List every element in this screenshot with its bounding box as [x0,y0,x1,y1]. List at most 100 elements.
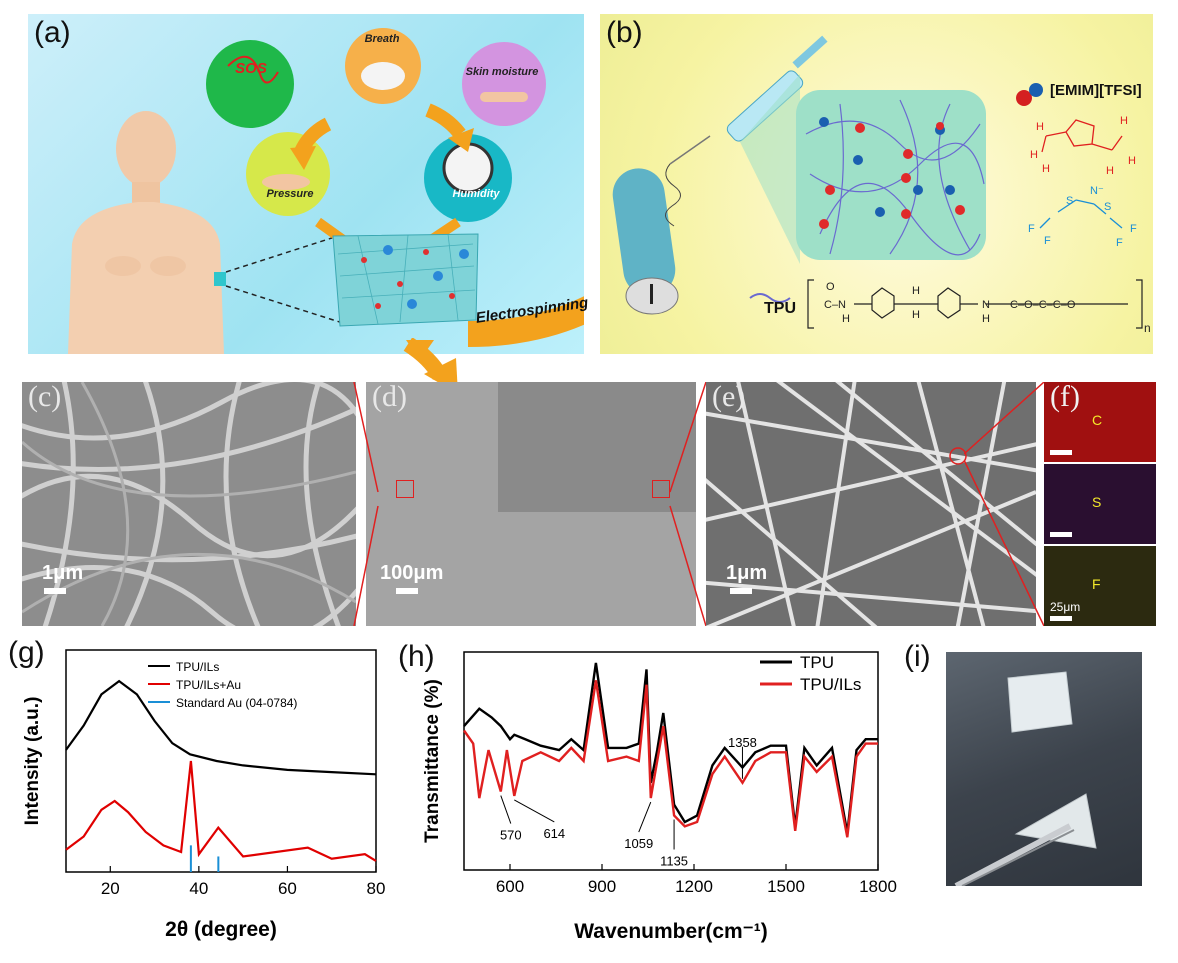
svg-text:H: H [1042,163,1050,175]
svg-text:F: F [1044,235,1051,247]
eds-element-c: C [1092,412,1103,428]
svg-text:N: N [982,299,990,311]
folded-membrane-sample [1014,793,1097,849]
ftir-y-axis-label: Transmittance (%) [422,679,443,843]
scale-label-d: 100μm [380,562,444,584]
svg-text:H: H [912,309,920,321]
human-figure [68,111,226,354]
xrd-series-group [65,679,377,872]
svg-text:O: O [826,281,835,293]
eds-map-s [1044,464,1156,544]
panel-label-c: (c) [28,382,62,413]
scale-bar-f2 [1050,532,1072,537]
bubble-humidity-label: Humidity [452,188,500,200]
sem-image-c: (c) 1μm [22,382,356,626]
svg-text:N⁻: N⁻ [1090,185,1104,197]
ftir-chart: 600 900 1200 1500 1800 Wavenumber(cm⁻¹) Tran… [422,651,897,943]
zoom-box-right [652,480,670,498]
xrd-legend: TPU/ILs TPU/ILs+Au Standard Au (04-0784) [148,660,297,710]
ion-markers [819,117,965,229]
ftir-x-axis-label: Wavenumber(cm⁻¹) [574,920,768,943]
scale-label-e: 1μm [726,562,768,584]
ftir-annotation-2: 1059 [624,836,653,851]
tfsi-structure [1039,199,1123,229]
xrd-plot-frame [65,649,377,873]
xrd-legend-item-1: TPU/ILs+Au [176,678,241,692]
panel-label-e: (e) [712,382,746,413]
svg-text:S: S [1104,201,1111,213]
il-name-label: [EMIM][TFSI] [1050,82,1142,99]
xrd-legend-item-2: Standard Au (04-0784) [176,696,297,710]
zoom-line-e [669,382,707,626]
svg-text:H: H [1120,115,1128,127]
ftir-plot-frame [463,651,879,871]
svg-text:F: F [1028,223,1035,235]
svg-text:F: F [1130,223,1137,235]
ftir-legend: TPU TPU/ILs [760,653,861,694]
ftir-legend-item-0: TPU [800,653,834,672]
panel-label-h: (h) [398,640,435,673]
panel-label-g: (g) [8,636,45,669]
scale-label-f: 25μm [1050,600,1081,614]
ftir-tick-label-1: 900 [588,877,616,896]
bubble-pressure-label: Pressure [266,188,314,200]
sem-image-e: (e) 1μm [706,382,1036,626]
ftir-annotation-1: 614 [543,826,565,841]
svg-text:n: n [1144,321,1151,335]
bubble-sos-label: SOS [235,60,267,77]
ftir-annotation-arrow-0 [500,795,512,824]
panel-label-b: (b) [606,16,643,49]
tweezers [954,823,1072,886]
xrd-series-line-1 [65,760,377,862]
svg-text:F: F [1116,237,1123,249]
eds-element-f: F [1092,576,1101,592]
zoom-line-f [964,382,1044,626]
ftir-tick-label-3: 1500 [767,877,805,896]
scale-bar-f1 [1050,450,1072,455]
xrd-tick-label-2: 60 [278,879,297,898]
eds-maps-f: (f) C S F 25μm [1044,382,1156,626]
ftir-tick-label-4: 1800 [859,877,897,896]
sem-image-d: (d) 100μm [366,382,696,626]
panel-b-illustration: H H H H H H S N⁻ S F F F F C–N O H H H N… [612,35,1151,335]
svg-text:H: H [842,313,850,325]
ftir-annotations: 570 614 1059 1135 1358 [500,735,757,869]
tpu-label: TPU [764,300,796,317]
flat-membrane-sample [1007,671,1073,733]
zoom-box-left [396,480,414,498]
ftir-tick-label-2: 1200 [675,877,713,896]
scale-bar-d [396,588,418,594]
bubble-breath-label: Breath [364,33,400,45]
scale-bar-e [730,588,752,594]
scale-bar-f3 [1050,616,1072,621]
xrd-legend-item-0: TPU/ILs [176,660,219,674]
xrd-x-ticks: 20 40 60 80 [101,866,386,898]
scale-label-c: 1μm [42,562,84,584]
panel-label-f: (f) [1050,382,1080,413]
zoom-line-c [353,382,379,626]
scale-bar-c [44,588,66,594]
ftir-series-group [463,662,878,838]
svg-text:C–O–C–C–O: C–O–C–C–O [1010,299,1076,311]
eds-element-s: S [1092,494,1102,510]
emim-structure [1041,119,1123,153]
svg-text:H: H [1128,155,1136,167]
xrd-series-line-0 [65,679,377,776]
eds-map-c [1044,382,1156,462]
ftir-tick-label-0: 600 [496,877,524,896]
svg-text:H: H [1036,121,1044,133]
svg-text:S: S [1066,195,1073,207]
ftir-series-line-1 [463,680,878,838]
xrd-x-axis-label: 2θ (degree) [165,918,277,941]
ftir-legend-item-1: TPU/ILs [800,675,861,694]
xrd-y-axis-label: Intensity (a.u.) [22,697,43,826]
ftir-x-ticks: 600 900 1200 1500 1800 [496,864,897,896]
svg-text:H: H [1106,165,1114,177]
ftir-annotation-arrow-1 [514,799,555,823]
ftir-series-line-0 [463,662,878,834]
xrd-tick-label-0: 20 [101,879,120,898]
panel-a-illustration [68,28,584,354]
svg-text:H: H [982,313,990,325]
xrd-tick-label-3: 80 [367,879,386,898]
collector-drum [612,168,679,315]
